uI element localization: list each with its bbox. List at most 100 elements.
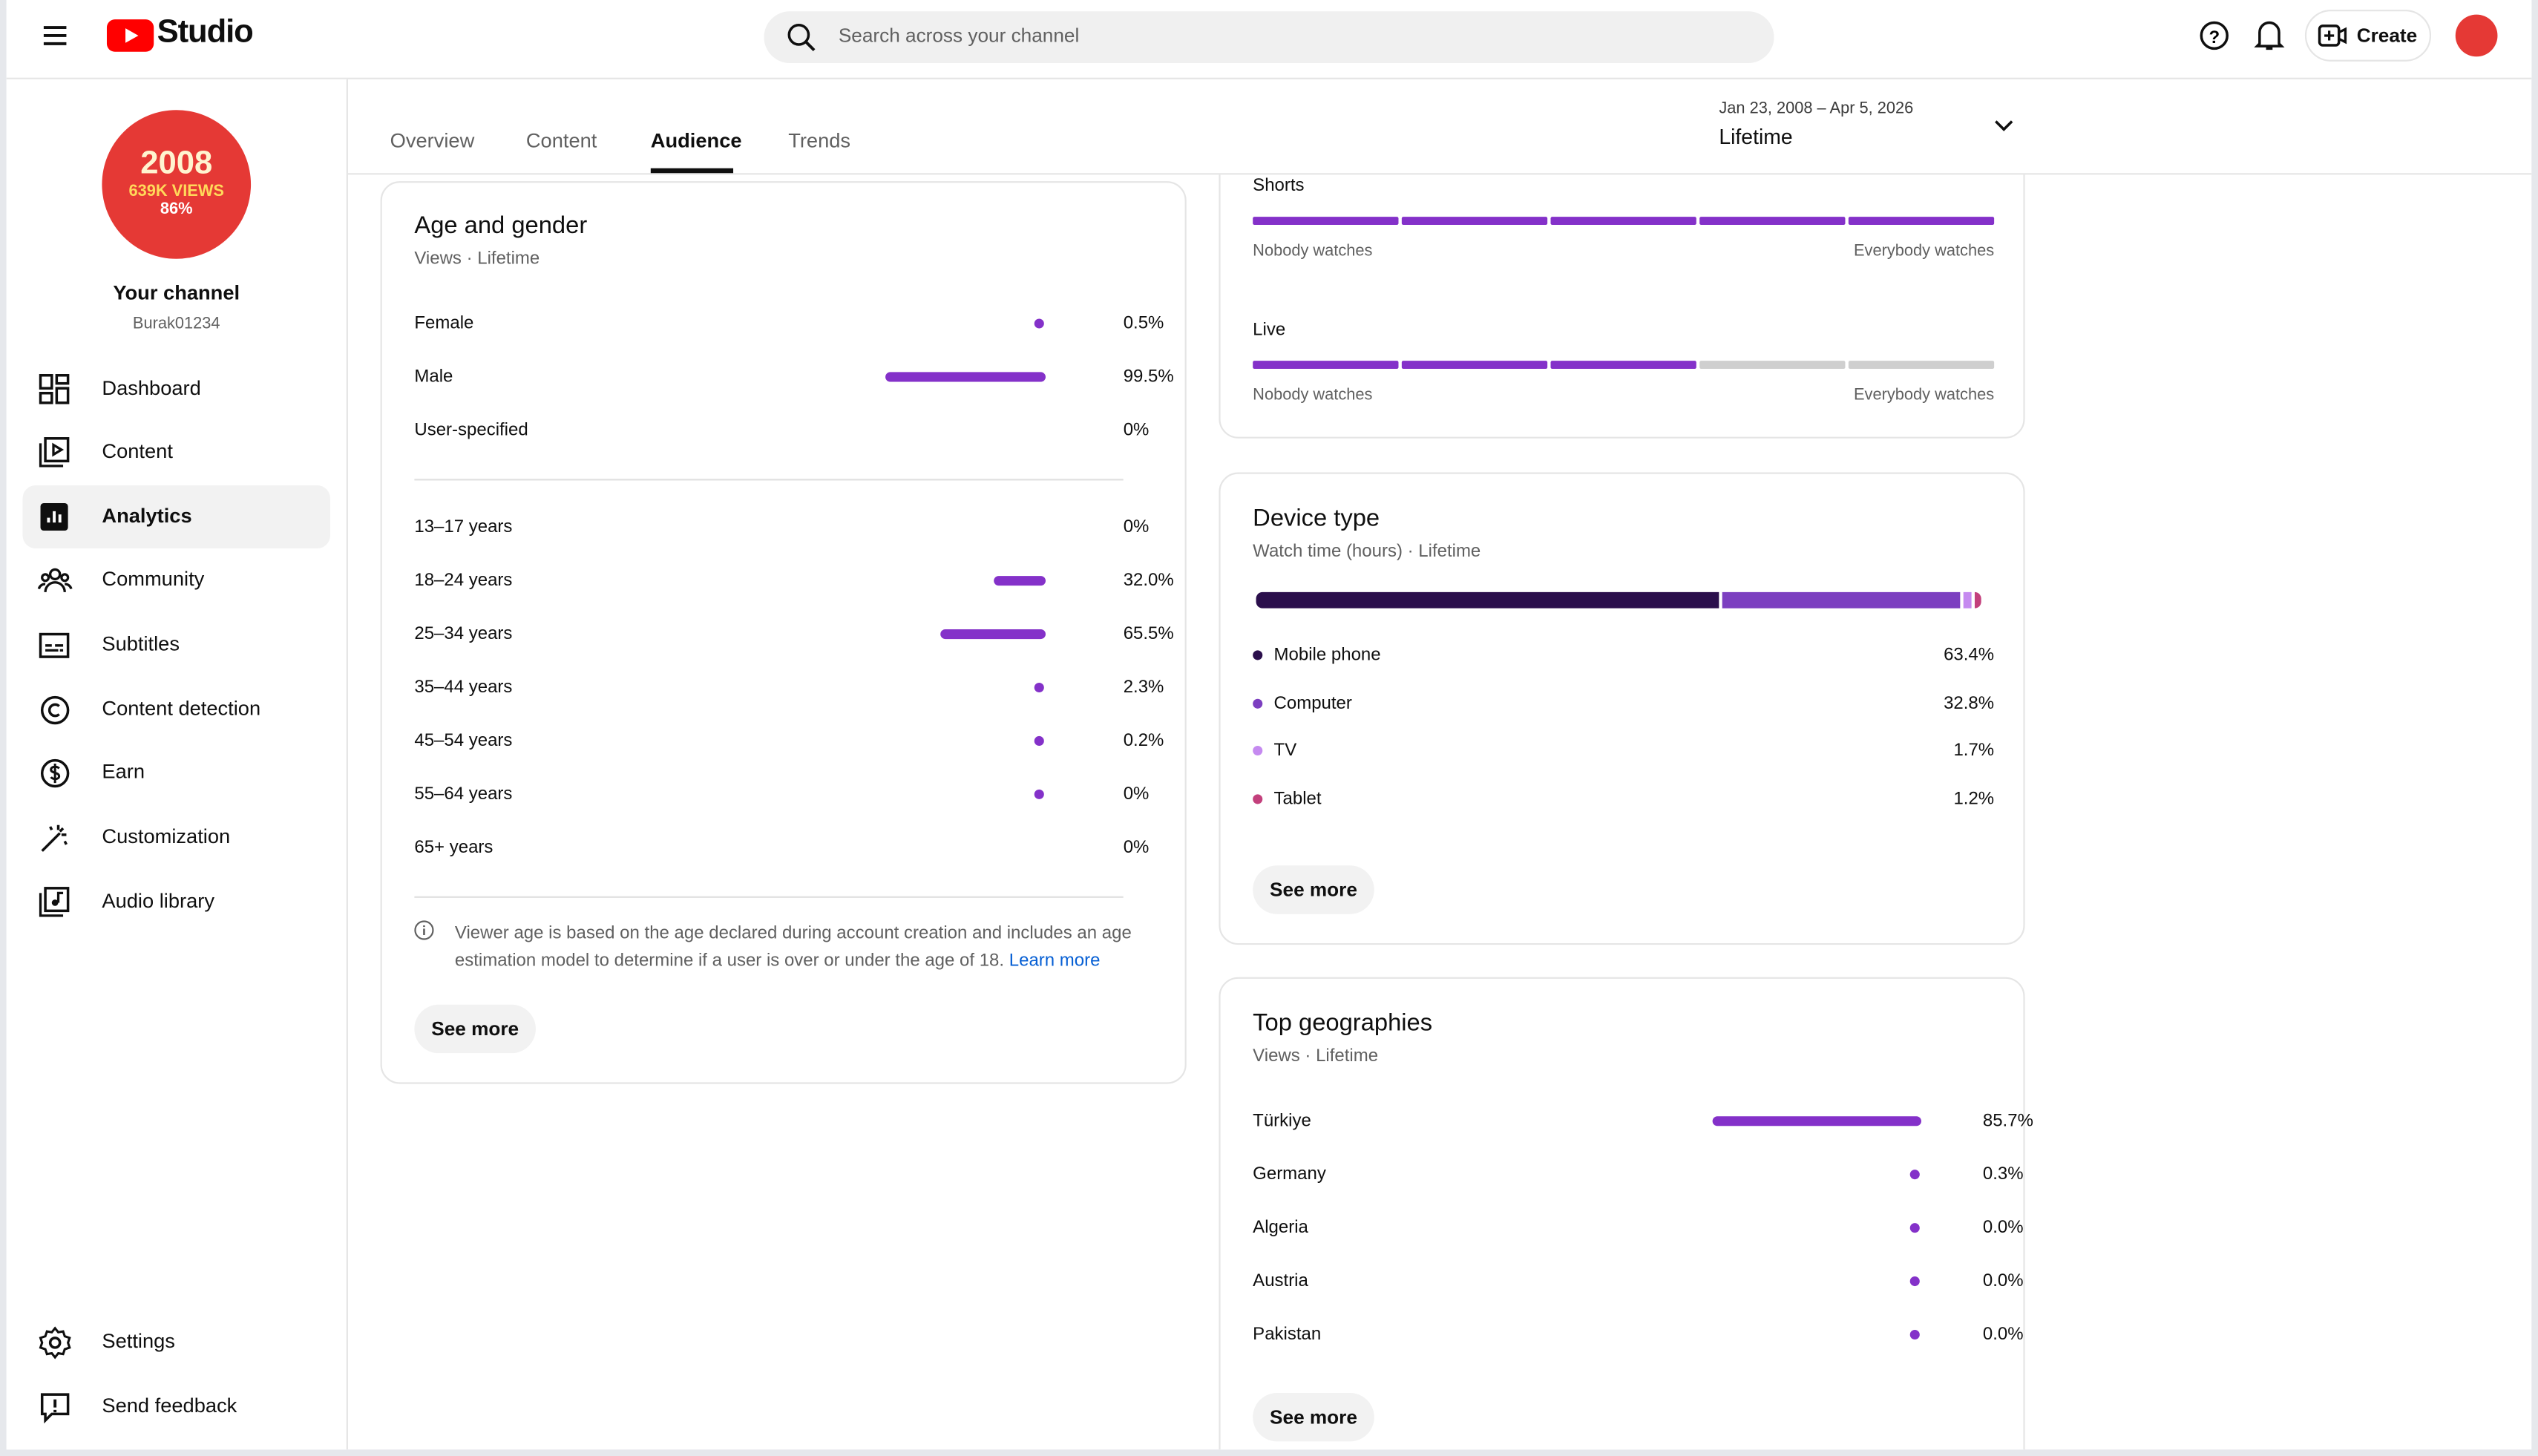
- help-icon[interactable]: ?: [2200, 21, 2229, 50]
- tab[interactable]: Trends: [788, 129, 851, 152]
- tab-underline: [650, 168, 734, 174]
- row-value: 0%: [1123, 420, 1150, 440]
- create-icon: [2318, 24, 2347, 47]
- tab[interactable]: Content: [525, 129, 597, 152]
- geo-card: Top geographies Views · Lifetime Türkiye 85…: [1219, 977, 2033, 1450]
- legend-dot: [1253, 650, 1263, 660]
- row-label: Türkiye: [1253, 1111, 1311, 1131]
- logo-text: Studio: [157, 14, 254, 50]
- bar-dot: [1909, 1223, 1920, 1233]
- search-box[interactable]: [764, 11, 1774, 64]
- nav-icon: [41, 824, 68, 852]
- avatar-views: 639K VIEWS: [128, 183, 224, 201]
- legend-label: Computer: [1273, 693, 1352, 713]
- nav-item[interactable]: Dashboard: [102, 376, 201, 400]
- avatar-percent: 86%: [160, 200, 193, 219]
- divider: [414, 896, 1124, 898]
- card-title: Age and gender: [414, 211, 588, 240]
- device-segment: [1975, 591, 1981, 609]
- device-segment: [1963, 591, 1973, 609]
- card-title: Top geographies: [1253, 1009, 1433, 1037]
- row-label: 35–44 years: [414, 678, 513, 698]
- row-value: 0.2%: [1123, 731, 1164, 751]
- row-label: Austria: [1253, 1271, 1308, 1291]
- row-value: 0.0%: [1982, 1218, 2024, 1238]
- search-icon: [787, 24, 816, 51]
- retention-min-label: Nobody watches: [1253, 243, 1373, 260]
- retention-segment: [1253, 361, 1399, 370]
- bar: [994, 576, 1046, 586]
- bar-dot: [1034, 318, 1044, 329]
- nav-icon: [39, 887, 70, 917]
- date-dropdown-icon[interactable]: [1994, 119, 2013, 132]
- bar: [884, 372, 1046, 382]
- legend-dot: [1253, 746, 1263, 756]
- row-value: 0%: [1123, 838, 1150, 858]
- nav-icon: [39, 1326, 71, 1360]
- see-more-button[interactable]: See more: [414, 1004, 536, 1054]
- nav-icon: [40, 1393, 70, 1424]
- nav-icon: [39, 437, 70, 468]
- nav-item[interactable]: Settings: [102, 1329, 175, 1353]
- bar-dot: [1909, 1329, 1920, 1340]
- row-label: User-specified: [414, 420, 528, 440]
- bar-dot: [1909, 1276, 1920, 1287]
- legend-value: 63.4%: [1944, 645, 1995, 665]
- row-value: 65.5%: [1123, 624, 1174, 644]
- channel-name: Your channel: [113, 281, 240, 304]
- retention-card: Shorts Nobody watches Everybody watches Liv…: [1219, 174, 2025, 439]
- row-label: Female: [414, 313, 474, 334]
- row-label: Male: [414, 367, 453, 387]
- nav-item[interactable]: Content detection: [102, 697, 261, 721]
- see-more-button[interactable]: See more: [1253, 1392, 1374, 1442]
- youtube-logo[interactable]: [106, 19, 154, 52]
- account-avatar[interactable]: [2455, 14, 2498, 57]
- nav-item[interactable]: Community: [102, 568, 205, 591]
- bar-dot: [1034, 682, 1044, 693]
- row-value: 32.0%: [1123, 571, 1174, 591]
- row-label: Germany: [1253, 1164, 1326, 1184]
- retention-segment: [1848, 361, 1995, 370]
- see-more-button[interactable]: See more: [1253, 865, 1374, 914]
- nav-item[interactable]: Send feedback: [102, 1394, 237, 1417]
- create-button[interactable]: [2304, 10, 2432, 62]
- card-subtitle: Views · Lifetime: [1253, 1046, 1379, 1066]
- divider: [414, 479, 1124, 481]
- search-placeholder: Search across your channel: [838, 24, 1080, 47]
- retention-segment: [1401, 217, 1548, 226]
- bar-dot: [1034, 735, 1044, 746]
- tab-divider: [347, 173, 2532, 175]
- date-period[interactable]: Lifetime: [1719, 124, 1793, 149]
- bar-dot: [1909, 1170, 1920, 1180]
- row-value: 2.3%: [1123, 678, 1164, 698]
- nav-item[interactable]: Analytics: [102, 505, 192, 528]
- retention-label: Shorts: [1253, 176, 1305, 196]
- nav-item[interactable]: Earn: [102, 760, 145, 784]
- tab[interactable]: Overview: [390, 129, 475, 152]
- retention-min-label: Nobody watches: [1253, 387, 1373, 404]
- nav-item[interactable]: Customization: [102, 824, 231, 848]
- nav-item[interactable]: Subtitles: [102, 632, 180, 655]
- nav-icon: [40, 695, 70, 725]
- legend-value: 1.2%: [1953, 790, 1995, 810]
- row-value: 0.3%: [1982, 1164, 2024, 1184]
- row-value: 0.0%: [1982, 1271, 2024, 1291]
- row-value: 99.5%: [1123, 367, 1174, 387]
- menu-icon[interactable]: [42, 23, 68, 49]
- tab[interactable]: Audience: [650, 129, 742, 152]
- learn-more-link[interactable]: Learn more: [1009, 950, 1101, 970]
- nav-icon: [39, 632, 70, 658]
- row-label: 18–24 years: [414, 571, 513, 591]
- row-label: Pakistan: [1253, 1325, 1322, 1345]
- retention-segment: [1253, 217, 1399, 226]
- nav-item[interactable]: Audio library: [102, 890, 214, 913]
- retention-segment: [1401, 361, 1548, 370]
- date-range: Jan 23, 2008 – Apr 5, 2026: [1719, 100, 1914, 119]
- retention-label: Live: [1253, 320, 1286, 340]
- nav-item[interactable]: Content: [102, 439, 173, 463]
- content-area: Shorts Nobody watches Everybody watches Liv…: [348, 174, 2531, 1450]
- svg-text:?: ?: [2209, 27, 2220, 47]
- legend-dot: [1253, 794, 1263, 804]
- notifications-icon[interactable]: [2254, 19, 2285, 52]
